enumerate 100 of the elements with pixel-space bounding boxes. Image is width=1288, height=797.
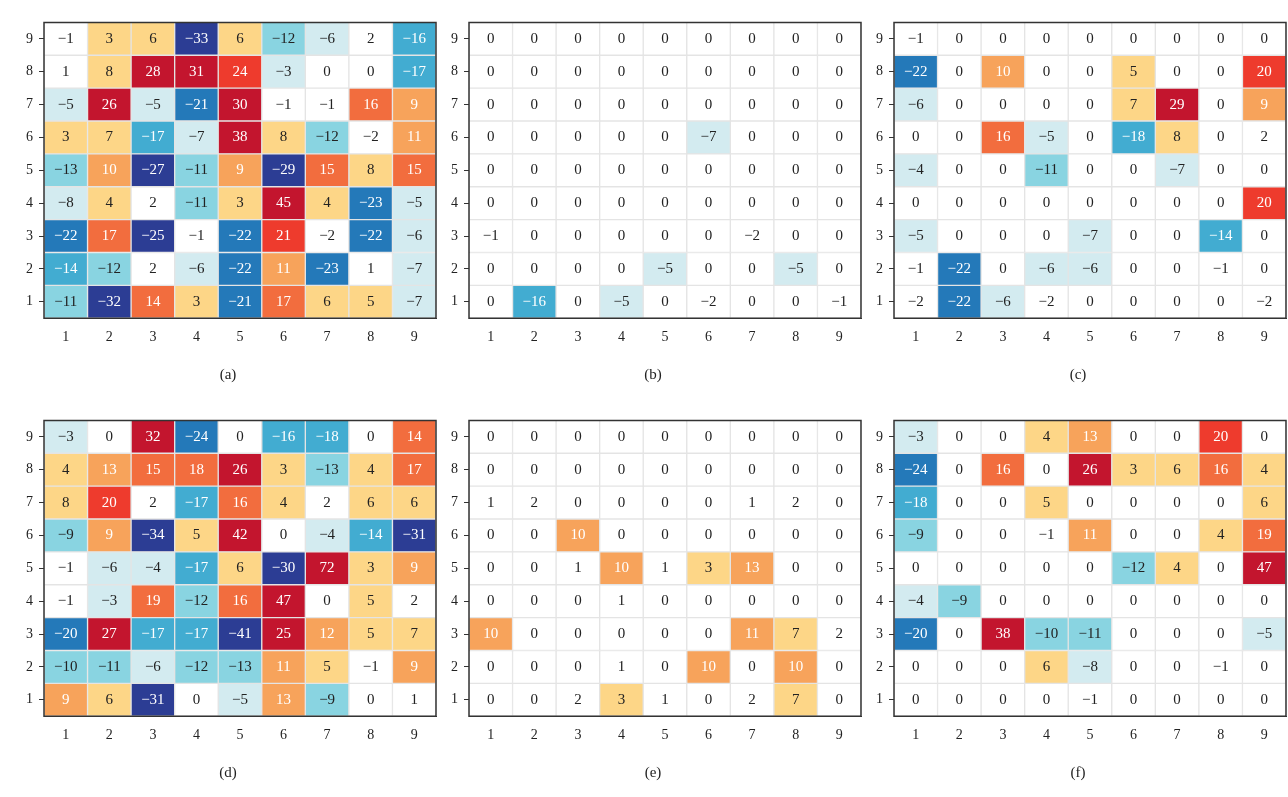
data-label: 9	[410, 95, 418, 112]
data-label: 0	[1216, 128, 1225, 145]
data-label: −20	[54, 624, 78, 641]
data-label: 0	[999, 493, 1007, 510]
x-tick-label: 6	[1130, 329, 1138, 345]
x-tick-label: 2	[955, 727, 963, 743]
data-label: 1	[661, 690, 669, 707]
data-label: 0	[1260, 690, 1268, 707]
data-label: −6	[1082, 259, 1099, 276]
data-label: 0	[661, 526, 669, 543]
data-label: 0	[1173, 657, 1181, 674]
data-label: 0	[487, 690, 495, 707]
data-label: 0	[955, 690, 964, 707]
data-label: 0	[1173, 690, 1181, 707]
data-label: 10	[483, 624, 499, 641]
data-label: 0	[1173, 62, 1181, 79]
data-label: 45	[276, 194, 292, 211]
data-label: −1	[1212, 657, 1229, 674]
y-tick-label: 5	[451, 161, 458, 177]
data-label: 0	[835, 128, 843, 145]
y-tick-label: 8	[451, 63, 458, 79]
data-label: 0	[999, 592, 1007, 609]
data-label: −22	[228, 259, 252, 276]
data-label: 2	[1260, 128, 1268, 145]
data-label: 7	[791, 624, 800, 641]
x-tick-label: 3	[149, 727, 157, 743]
y-tick-label: 8	[876, 63, 883, 79]
y-tick-label: 8	[26, 461, 33, 477]
data-label: 0	[487, 161, 495, 178]
data-label: 0	[1173, 194, 1181, 211]
data-label: 16	[1213, 460, 1229, 477]
data-label: 27	[101, 624, 118, 641]
data-label: 0	[999, 427, 1007, 444]
data-label: 4	[1173, 559, 1182, 576]
data-label: 6	[366, 493, 375, 510]
data-label: 0	[1173, 292, 1181, 309]
data-label: −2	[362, 128, 379, 145]
x-tick-label: 1	[487, 727, 495, 743]
data-label: 0	[1129, 690, 1138, 707]
data-label: 0	[999, 226, 1007, 243]
data-label: 0	[955, 657, 964, 674]
data-label: 0	[487, 95, 495, 112]
data-label: 0	[955, 624, 964, 641]
data-label: 4	[1260, 460, 1269, 477]
data-label: 0	[704, 460, 713, 477]
data-label: 0	[999, 29, 1007, 46]
data-label: 0	[704, 226, 713, 243]
data-label: 25	[276, 624, 292, 641]
data-label: 20	[101, 493, 117, 510]
data-label: −17	[402, 62, 427, 79]
data-label: −31	[141, 690, 165, 707]
data-label: −21	[228, 292, 252, 309]
y-tick-label: 4	[451, 194, 458, 210]
data-label: −22	[947, 259, 972, 276]
y-tick-label: 2	[876, 658, 883, 674]
data-label: 0	[912, 559, 920, 576]
data-label: 0	[487, 427, 495, 444]
data-label: 0	[487, 292, 495, 309]
x-tick-label: 6	[1130, 727, 1138, 743]
data-label: 0	[530, 460, 539, 477]
data-label: 0	[748, 95, 756, 112]
data-label: −1	[362, 657, 379, 674]
data-label: 3	[704, 559, 713, 576]
data-label: −18	[315, 427, 339, 444]
data-label: 16	[995, 128, 1011, 145]
data-label: 0	[1216, 690, 1225, 707]
data-label: 0	[791, 161, 800, 178]
data-label: 11	[276, 259, 291, 276]
data-label: 4	[279, 493, 288, 510]
data-label: 21	[276, 226, 292, 243]
data-label: −21	[184, 95, 209, 112]
data-label: 0	[704, 624, 713, 641]
data-label: 2	[410, 592, 418, 609]
data-label: 9	[236, 161, 244, 178]
y-tick-label: 5	[876, 559, 883, 575]
data-label: 10	[788, 657, 804, 674]
x-tick-label: 2	[530, 727, 538, 743]
data-label: 0	[530, 526, 539, 543]
data-label: 15	[406, 161, 422, 178]
data-label: 0	[1260, 427, 1268, 444]
y-tick-label: 1	[26, 293, 33, 309]
y-tick-label: 6	[451, 527, 458, 543]
data-label: 0	[791, 559, 800, 576]
x-tick-label: 7	[323, 329, 331, 345]
data-label: −12	[184, 592, 209, 609]
data-label: 6	[1173, 460, 1182, 477]
data-label: 1	[617, 657, 626, 674]
data-label: 0	[530, 592, 539, 609]
data-label: 1	[748, 493, 756, 510]
data-label: 6	[410, 493, 419, 510]
data-label: −1	[482, 226, 499, 243]
data-label: −5	[144, 95, 161, 112]
data-label: −17	[141, 128, 166, 145]
data-label: −3	[275, 62, 292, 79]
data-label: 0	[487, 29, 495, 46]
data-label: 30	[232, 95, 248, 112]
y-tick-label: 2	[26, 260, 33, 276]
data-label: −5	[232, 690, 248, 707]
data-label: −25	[141, 226, 165, 243]
data-label: 0	[323, 592, 331, 609]
